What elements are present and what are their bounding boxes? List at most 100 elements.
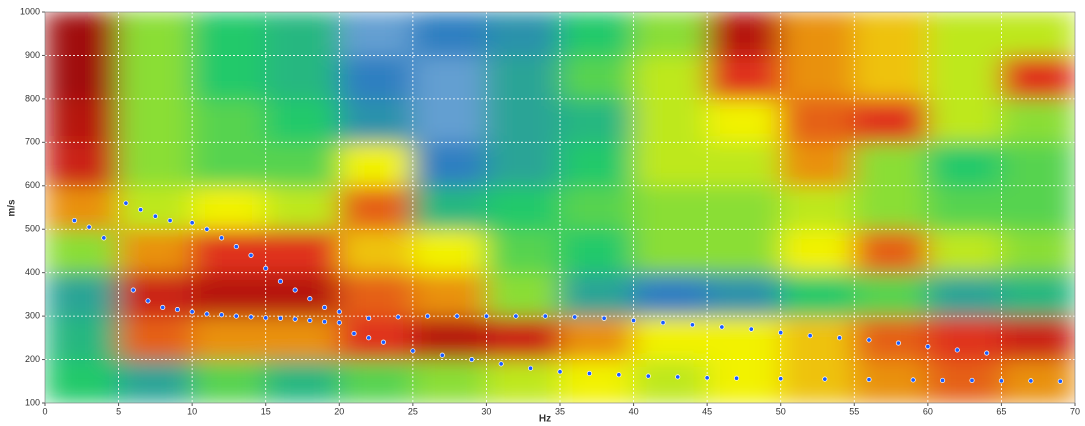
x-axis-title: Hz bbox=[539, 414, 551, 425]
dispersion-pick bbox=[822, 376, 828, 382]
heat-cell bbox=[191, 54, 267, 100]
heat-cell bbox=[45, 141, 120, 187]
dispersion-pick bbox=[322, 319, 328, 325]
heat-cell bbox=[485, 228, 561, 274]
dispersion-pick bbox=[866, 376, 872, 383]
dispersion-pick bbox=[366, 315, 372, 321]
heat-cell bbox=[853, 272, 929, 317]
dispersion-pick bbox=[925, 343, 931, 350]
y-tick-label: 700 bbox=[25, 137, 40, 147]
heat-cell bbox=[45, 185, 120, 230]
heat-cell bbox=[412, 185, 487, 230]
heat-cell bbox=[118, 359, 193, 403]
heat-cell bbox=[559, 185, 635, 230]
dispersion-pick bbox=[528, 365, 534, 371]
heat-cell bbox=[780, 141, 855, 187]
heat-cell bbox=[853, 228, 929, 274]
x-tick-label: 60 bbox=[923, 406, 933, 416]
dispersion-pick bbox=[425, 313, 431, 319]
dispersion-pick bbox=[778, 376, 784, 382]
dispersion-pick bbox=[336, 309, 342, 315]
heat-cell bbox=[338, 141, 414, 187]
heat-cell bbox=[633, 12, 708, 56]
heat-cell bbox=[118, 272, 193, 317]
dispersion-pick bbox=[998, 378, 1004, 384]
y-tick-label: 400 bbox=[25, 267, 40, 277]
heat-cell bbox=[412, 359, 487, 403]
heat-cell bbox=[265, 228, 340, 274]
dispersion-pick bbox=[277, 315, 283, 321]
heat-cell bbox=[706, 185, 782, 230]
heat-cell bbox=[485, 315, 561, 361]
heat-cell bbox=[927, 54, 1002, 100]
heat-cell bbox=[853, 315, 929, 361]
dispersion-pick bbox=[248, 252, 254, 258]
dispersion-pick bbox=[689, 322, 695, 328]
heat-cell bbox=[706, 272, 782, 317]
heat-cell bbox=[191, 12, 267, 56]
heat-cell bbox=[927, 315, 1002, 361]
heat-cell bbox=[706, 359, 782, 403]
heat-cell bbox=[927, 359, 1002, 403]
dispersion-pick bbox=[86, 224, 92, 230]
dispersion-pick bbox=[734, 375, 740, 381]
y-tick-label: 600 bbox=[25, 180, 40, 190]
heat-cell bbox=[927, 228, 1002, 274]
x-tick-label: 25 bbox=[408, 406, 418, 416]
heat-cell bbox=[1000, 272, 1075, 317]
heat-cell bbox=[265, 315, 340, 361]
dispersion-pick bbox=[542, 313, 548, 319]
x-tick-label: 0 bbox=[42, 406, 47, 416]
dispersion-pick bbox=[277, 278, 283, 284]
heat-cell bbox=[927, 272, 1002, 317]
dispersion-pick bbox=[954, 347, 960, 353]
heat-cell bbox=[559, 315, 635, 361]
heat-cell bbox=[118, 315, 193, 361]
heat-cell bbox=[45, 12, 120, 56]
heat-cell bbox=[412, 12, 487, 56]
dispersion-pick bbox=[189, 309, 195, 315]
heat-cell bbox=[559, 98, 635, 143]
dispersion-pick bbox=[152, 213, 158, 219]
heat-cell bbox=[1000, 98, 1075, 143]
y-tick-label: 200 bbox=[25, 354, 40, 364]
y-tick-label: 500 bbox=[25, 224, 40, 234]
dispersion-pick bbox=[439, 352, 445, 358]
dispersion-pick bbox=[263, 315, 269, 321]
heat-cell bbox=[780, 315, 855, 361]
heat-cell bbox=[853, 12, 929, 56]
dispersion-pick bbox=[1057, 378, 1063, 384]
dispersion-pick bbox=[248, 314, 254, 320]
heat-cell bbox=[927, 185, 1002, 230]
dispersion-pick bbox=[167, 217, 173, 224]
dispersion-pick bbox=[837, 335, 843, 341]
dispersion-pick bbox=[454, 313, 460, 319]
heat-cell bbox=[485, 359, 561, 403]
heat-cell bbox=[412, 98, 487, 143]
heat-cell bbox=[45, 98, 120, 143]
dispersion-pick bbox=[940, 377, 946, 383]
heat-cell bbox=[780, 98, 855, 143]
heat-cell bbox=[265, 141, 340, 187]
dispersion-pick bbox=[704, 375, 710, 381]
dispersion-pick bbox=[174, 307, 180, 313]
heat-cell bbox=[780, 272, 855, 317]
heat-cell bbox=[1000, 228, 1075, 274]
dispersion-pick bbox=[233, 244, 239, 250]
dispersion-pick bbox=[130, 287, 136, 293]
heat-cell bbox=[633, 98, 708, 143]
heat-cell bbox=[559, 54, 635, 100]
y-tick-label: 800 bbox=[25, 93, 40, 103]
dispersion-pick bbox=[895, 340, 901, 346]
dispersion-pick bbox=[189, 220, 195, 226]
heatmap bbox=[45, 12, 1075, 403]
heat-cell bbox=[633, 141, 708, 187]
dispersion-pick bbox=[969, 377, 975, 383]
heat-cell bbox=[338, 98, 414, 143]
dispersion-pick bbox=[101, 235, 107, 241]
x-tick-label: 5 bbox=[116, 406, 121, 416]
x-tick-label: 30 bbox=[481, 406, 491, 416]
y-axis-title: m/s bbox=[7, 199, 18, 217]
heat-cell bbox=[1000, 12, 1075, 56]
